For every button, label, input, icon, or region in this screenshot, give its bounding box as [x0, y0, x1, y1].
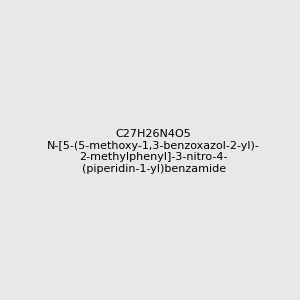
Text: C27H26N4O5
N-[5-(5-methoxy-1,3-benzoxazol-2-yl)-
2-methylphenyl]-3-nitro-4-
(pip: C27H26N4O5 N-[5-(5-methoxy-1,3-benzoxazo…	[47, 129, 260, 174]
